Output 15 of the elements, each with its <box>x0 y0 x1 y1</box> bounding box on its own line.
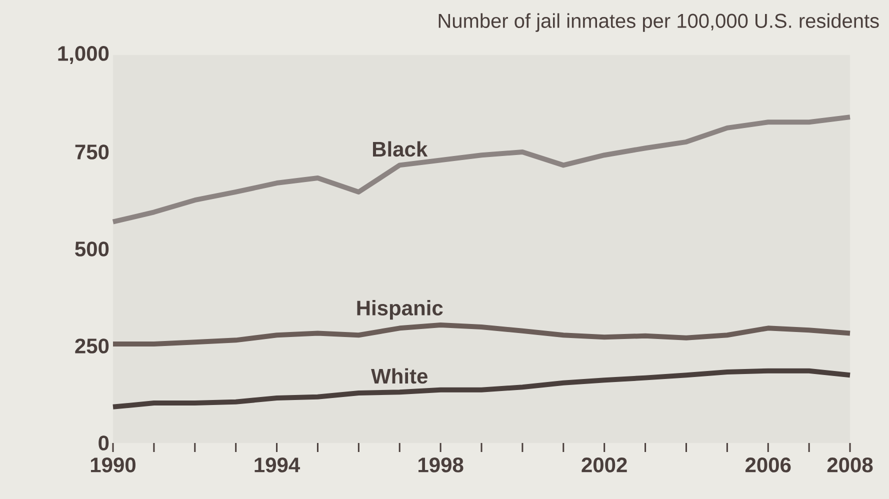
x-tick-label: 1998 <box>418 458 464 472</box>
y-tick-label: 250 <box>75 338 109 354</box>
y-tick-label: 0 <box>98 436 109 450</box>
x-tick-label: 2006 <box>745 458 791 472</box>
x-tick-label: 1990 <box>90 458 136 472</box>
y-tick-label: 500 <box>75 242 109 256</box>
y-tick-label: 1,000 <box>58 46 109 64</box>
x-tick-label: 2002 <box>582 458 627 472</box>
x-tick-label: 2008 <box>827 458 873 472</box>
series-label: Black <box>373 141 428 157</box>
series-label: Hispanic <box>357 300 443 320</box>
series-label: White <box>371 368 428 384</box>
x-tick-label: 1994 <box>254 458 300 472</box>
y-tick-label: 750 <box>75 144 109 160</box>
chart-title: Number of jail inmates per 100,000 U.S. residents <box>438 13 879 32</box>
